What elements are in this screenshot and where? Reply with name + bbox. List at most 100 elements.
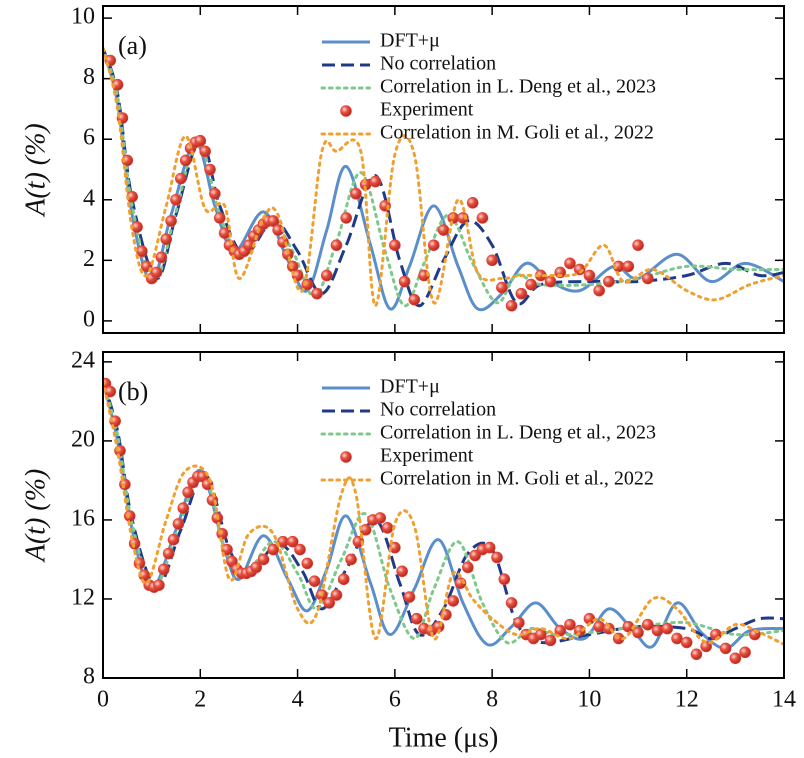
data-point	[257, 553, 270, 566]
data-point	[515, 287, 528, 300]
data-point	[204, 163, 216, 176]
data-point	[301, 557, 314, 570]
data-point	[167, 533, 180, 546]
data-point	[194, 134, 207, 147]
legend-label: No correlation	[380, 399, 496, 421]
data-point	[267, 543, 280, 556]
data-point	[216, 527, 228, 540]
data-point	[491, 551, 503, 564]
data-point	[408, 293, 421, 306]
data-point	[486, 254, 498, 267]
data-point	[153, 579, 165, 591]
data-point	[294, 543, 306, 556]
data-point	[671, 632, 683, 645]
data-point	[308, 575, 321, 587]
data-point	[462, 561, 474, 574]
data-point	[641, 618, 654, 631]
data-point	[170, 193, 182, 206]
data-point	[427, 239, 440, 251]
y-axis-title: A(t) (%)	[20, 469, 51, 564]
data-point	[345, 553, 357, 566]
plot-area	[103, 46, 784, 312]
data-point	[350, 187, 362, 200]
data-point	[162, 547, 175, 560]
data-point	[680, 636, 693, 649]
series-line	[103, 46, 784, 308]
data-point	[374, 512, 387, 524]
data-point	[544, 634, 557, 647]
x-tick-label: 6	[389, 687, 401, 713]
plot-frame	[102, 5, 785, 334]
legend-label: DFT+μ	[380, 30, 440, 52]
data-point	[498, 573, 511, 586]
series-line	[103, 46, 784, 308]
data-point	[182, 486, 194, 499]
data-point	[165, 215, 177, 227]
data-point	[564, 257, 576, 270]
legend-label: Correlation in M. Goli et al., 2022	[380, 468, 654, 490]
data-point	[160, 233, 173, 245]
x-tick-label: 14	[772, 687, 796, 713]
data-point	[534, 628, 547, 641]
series-line	[103, 380, 784, 646]
panel-label: (a)	[118, 31, 147, 60]
y-tick-label: 16	[71, 505, 95, 531]
data-point	[719, 642, 732, 655]
data-point	[396, 565, 408, 578]
data-point	[320, 269, 333, 282]
legend-label: Experiment	[380, 445, 474, 467]
data-point	[583, 269, 596, 282]
data-point	[381, 522, 394, 534]
y-tick-label: 0	[83, 306, 95, 332]
data-point	[410, 612, 423, 625]
data-point	[209, 187, 221, 200]
legend-marker	[340, 451, 352, 463]
legend-label: Experiment	[380, 99, 474, 121]
y-tick-label: 10	[71, 4, 95, 30]
data-point	[525, 278, 537, 291]
y-tick-label: 8	[83, 64, 95, 90]
legend-label: Correlation in L. Deng et al., 2023	[380, 76, 656, 98]
data-point	[483, 541, 496, 554]
data-point	[175, 172, 187, 185]
y-axis-title: A(t) (%)	[20, 123, 51, 218]
data-point	[150, 266, 163, 279]
x-axis-title: Time (μs)	[389, 722, 499, 753]
data-point	[250, 561, 263, 574]
data-point	[564, 618, 576, 631]
legend-marker	[340, 105, 352, 117]
data-point	[311, 287, 323, 300]
y-tick-label: 4	[83, 185, 95, 211]
data-point	[544, 275, 557, 288]
y-tick-label: 6	[83, 125, 95, 151]
data-point	[369, 175, 382, 188]
data-point	[199, 145, 211, 158]
data-point	[267, 215, 280, 227]
data-point	[128, 537, 141, 550]
data-point	[330, 239, 343, 251]
data-point	[729, 652, 742, 665]
data-point	[179, 154, 192, 167]
data-point	[690, 648, 703, 661]
panel-label: (b)	[118, 377, 148, 406]
y-tick-label: 12	[71, 584, 95, 610]
x-tick-label: 8	[486, 687, 498, 713]
y-tick-label: 24	[71, 347, 95, 373]
data-point	[119, 478, 131, 491]
x-tick-label: 2	[194, 687, 206, 713]
plot-area	[103, 377, 784, 665]
data-point	[330, 589, 343, 601]
y-tick-label: 8	[83, 664, 95, 690]
data-point	[593, 620, 605, 633]
data-point	[603, 275, 615, 288]
y-tick-label: 2	[83, 246, 95, 272]
x-tick-label: 4	[292, 687, 304, 713]
data-point	[632, 239, 644, 251]
data-point	[641, 272, 654, 285]
data-point	[389, 239, 401, 251]
data-point	[651, 624, 664, 637]
data-point	[593, 284, 605, 297]
data-point	[403, 591, 416, 603]
data-point	[131, 221, 143, 233]
